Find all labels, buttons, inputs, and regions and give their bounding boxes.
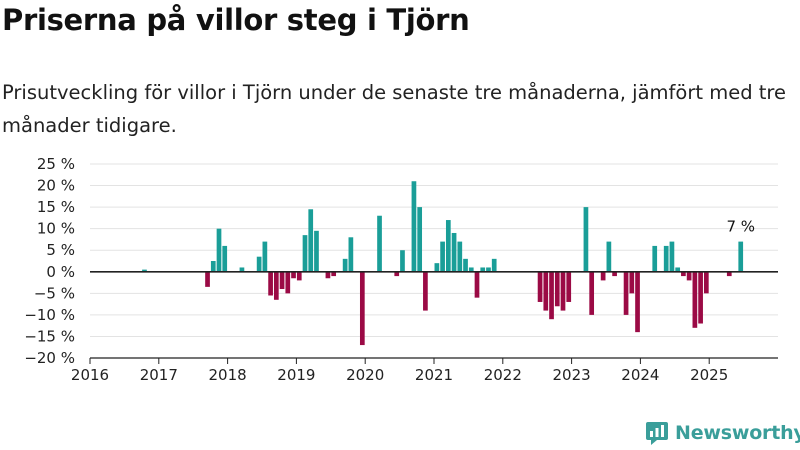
y-tick-label: 25 % <box>37 155 75 173</box>
bar <box>377 215 382 272</box>
y-axis-labels: 25 % 20 % 15 % 10 % 5 % 0 % −5 % −10 % −15 % −20 … <box>24 155 75 367</box>
bar <box>635 271 640 333</box>
bar <box>451 232 457 272</box>
bar <box>554 271 560 307</box>
bar <box>308 209 314 272</box>
price-change-chart: 25 % 20 % 15 % 10 % 5 % 0 % −5 % −10 % −15 % −20 … <box>24 155 778 384</box>
x-tick-label: 2017 <box>140 366 178 384</box>
bar <box>726 271 732 277</box>
bar <box>205 271 210 287</box>
bar <box>566 271 572 302</box>
y-tick-label: −20 % <box>24 349 75 367</box>
bar <box>537 271 543 302</box>
y-tick-label: 10 % <box>37 220 75 238</box>
bar <box>480 267 486 272</box>
bar <box>268 271 273 296</box>
bar <box>423 271 428 311</box>
x-tick-label: 2018 <box>209 366 247 384</box>
bar <box>491 258 497 272</box>
bar <box>417 207 423 272</box>
bar <box>142 269 147 272</box>
bar <box>256 256 262 272</box>
x-tick-label: 2016 <box>71 366 109 384</box>
bar <box>285 271 291 294</box>
bar <box>314 230 319 272</box>
bar <box>210 261 216 272</box>
bar <box>342 258 348 272</box>
bar <box>486 267 491 272</box>
grid-lines <box>90 163 778 337</box>
bar <box>606 241 612 272</box>
y-tick-label: −15 % <box>24 327 75 345</box>
bar <box>216 228 222 272</box>
bar <box>273 271 279 300</box>
y-tick-label: 15 % <box>37 198 75 216</box>
y-tick-label: −10 % <box>24 306 75 324</box>
y-tick-label: 20 % <box>37 177 75 195</box>
y-tick-label: 0 % <box>46 263 75 281</box>
y-tick-label: −5 % <box>34 284 75 302</box>
x-tick-label: 2021 <box>415 366 453 384</box>
newsworthy-logo: Newsworthy <box>645 420 800 446</box>
bar <box>589 271 595 315</box>
bar <box>698 271 703 324</box>
bar <box>703 271 709 294</box>
bar <box>669 241 675 272</box>
bar <box>262 241 268 272</box>
chart-title: Priserna på villor steg i Tjörn <box>2 3 470 37</box>
bar <box>549 271 554 320</box>
bar <box>457 241 463 272</box>
bar <box>331 271 337 277</box>
x-tick-label: 2022 <box>484 366 522 384</box>
bar <box>583 207 589 272</box>
newsworthy-logo-icon <box>646 422 668 445</box>
bar <box>394 271 400 277</box>
bar <box>239 267 245 272</box>
bar <box>600 271 606 281</box>
bar <box>296 271 302 281</box>
x-tick-label: 2023 <box>553 366 591 384</box>
bar <box>652 245 658 272</box>
x-axis-labels: 2016 2017 2018 2019 2020 2021 2022 2023 2024 2025 <box>71 366 728 384</box>
bar <box>440 241 445 272</box>
bar <box>291 271 296 279</box>
bar <box>681 271 686 277</box>
y-tick-label: 5 % <box>46 241 75 259</box>
bar <box>445 220 451 272</box>
bar <box>675 267 681 272</box>
bar <box>629 271 635 294</box>
chart-subtitle: Prisutveckling för villor i Tjörn under … <box>2 81 786 137</box>
logo-name: Newsworthy <box>675 422 800 444</box>
bar <box>663 245 669 272</box>
bar <box>463 258 468 272</box>
bar <box>279 271 285 290</box>
annotations: 7 % <box>726 218 755 236</box>
bar <box>612 271 617 277</box>
bar <box>738 241 744 272</box>
bar <box>359 271 365 346</box>
bar-annotation: 7 % <box>726 218 755 236</box>
bar <box>468 267 474 272</box>
bar <box>222 245 228 272</box>
bar <box>434 263 440 272</box>
bar <box>623 271 629 315</box>
bar <box>400 250 405 272</box>
bar <box>692 271 698 328</box>
bar <box>411 181 417 272</box>
x-tick-label: 2025 <box>690 366 728 384</box>
bar <box>686 271 692 281</box>
bar <box>543 271 549 311</box>
axes <box>89 270 778 364</box>
bars <box>142 181 744 346</box>
bar <box>302 235 308 272</box>
bar <box>474 271 480 298</box>
bar <box>348 237 354 272</box>
x-tick-label: 2019 <box>277 366 315 384</box>
bar <box>560 271 566 311</box>
x-tick-label: 2020 <box>346 366 384 384</box>
x-tick-label: 2024 <box>621 366 659 384</box>
bar <box>325 271 331 279</box>
